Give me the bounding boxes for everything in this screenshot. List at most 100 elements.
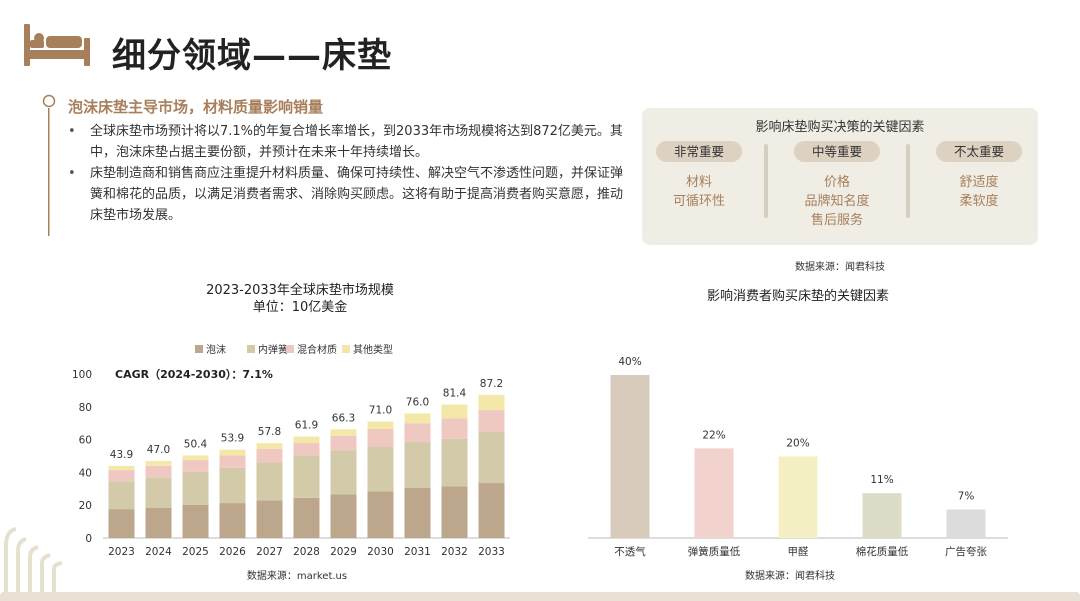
bar-segment xyxy=(478,410,505,432)
panel-source: 数据来源：闻君科技 xyxy=(795,262,885,273)
importance-pill-high: 非常重要 xyxy=(656,141,742,162)
timeline-line xyxy=(48,108,50,236)
total-label: 71.0 xyxy=(369,405,392,417)
bar-segment xyxy=(108,470,135,482)
bar-segment xyxy=(404,413,431,424)
bar-segment xyxy=(293,497,320,538)
legend-label: 混合材质 xyxy=(297,343,337,356)
bullet-item: 床垫制造商和销售商应注重提升材料质量、确保可持续性、解决空气不渗透性问题，并保证… xyxy=(68,163,628,226)
y-tick-label: 0 xyxy=(85,533,92,545)
column-divider xyxy=(764,144,768,218)
bar-segment xyxy=(441,418,468,439)
bullet-item: 全球床垫市场预计将以7.1%的年复合增长率增长，到2033年市场规模将达到872… xyxy=(68,121,628,163)
bar-segment xyxy=(441,404,468,419)
factor-item: 材料 xyxy=(685,175,712,190)
bar-segment xyxy=(404,423,431,443)
bar-segment xyxy=(367,421,394,429)
section-title: 泡沫床垫主导市场，材料质量影响销量 xyxy=(68,98,324,116)
x-tick-label: 2025 xyxy=(182,546,209,558)
x-tick-label: 2028 xyxy=(293,546,320,558)
bar-segment xyxy=(108,509,135,538)
total-label: 76.0 xyxy=(406,396,429,408)
x-tick-label: 甲醛 xyxy=(788,545,809,558)
bar-segment xyxy=(478,394,505,411)
bottom-band xyxy=(0,592,1080,601)
cagr-annotation: CAGR（2024-2030）：7.1% xyxy=(115,368,273,381)
bar-segment xyxy=(219,467,246,504)
y-tick-label: 60 xyxy=(79,435,92,447)
bar-segment xyxy=(256,500,283,538)
y-tick-label: 100 xyxy=(72,369,92,381)
x-tick-label: 2031 xyxy=(404,546,431,558)
bullet-list: 全球床垫市场预计将以7.1%的年复合增长率增长，到2033年市场规模将达到872… xyxy=(68,121,628,226)
panel-title: 影响床垫购买决策的关键因素 xyxy=(755,120,925,135)
bar-segment xyxy=(182,460,209,472)
bar-segment xyxy=(108,466,135,471)
bar-segment xyxy=(478,483,505,538)
chart-title: 2023-2033年全球床垫市场规模 xyxy=(206,282,394,298)
x-tick-label: 不透气 xyxy=(614,545,646,558)
bar-segment xyxy=(256,443,283,449)
bar xyxy=(694,448,734,538)
bar xyxy=(778,456,818,538)
x-tick-label: 棉花质量低 xyxy=(856,545,909,558)
legend-swatch xyxy=(286,345,294,353)
chart-source: 数据来源：闻君科技 xyxy=(745,569,835,582)
bar-segment xyxy=(441,438,468,487)
decision-factors-panel: 影响床垫购买决策的关键因素 非常重要 中等重要 不太重要 材料 可循环性 价格 … xyxy=(642,108,1038,245)
factor-item: 售后服务 xyxy=(810,213,863,228)
bar-segment xyxy=(145,477,172,508)
bar-segment xyxy=(330,450,357,495)
x-tick-label: 2029 xyxy=(330,546,357,558)
factor-item: 品牌知名度 xyxy=(804,194,870,209)
chart-title: 影响消费者购买床垫的关键因素 xyxy=(707,288,889,304)
importance-pill-low: 不太重要 xyxy=(936,141,1022,162)
factor-item: 价格 xyxy=(823,175,850,190)
y-tick-label: 40 xyxy=(79,467,92,479)
bar-segment xyxy=(330,494,357,538)
chart-subtitle: 单位：10亿美金 xyxy=(253,299,348,315)
y-tick-label: 80 xyxy=(79,402,92,414)
x-tick-label: 2032 xyxy=(441,546,468,558)
bar-segment xyxy=(108,481,135,510)
legend-label: 内弹簧 xyxy=(258,343,288,356)
value-label: 40% xyxy=(618,356,641,368)
importance-pill-medium: 中等重要 xyxy=(794,141,880,162)
total-label: 43.9 xyxy=(110,449,133,461)
bar-segment xyxy=(478,431,505,484)
x-tick-label: 弹簧质量低 xyxy=(688,545,741,558)
bed-icon xyxy=(24,24,90,66)
x-tick-label: 2033 xyxy=(478,546,505,558)
bar-segment xyxy=(293,455,320,498)
x-tick-label: 2027 xyxy=(256,546,283,558)
value-label: 11% xyxy=(870,474,893,486)
value-label: 7% xyxy=(958,490,975,502)
x-tick-label: 2023 xyxy=(108,546,135,558)
bar-segment xyxy=(145,465,172,478)
total-label: 50.4 xyxy=(184,438,208,450)
legend-swatch xyxy=(195,345,203,353)
bar-segment xyxy=(293,443,320,456)
chart-source: 数据来源：market.us xyxy=(247,569,347,582)
factor-item: 舒适度 xyxy=(959,175,999,190)
bar-segment xyxy=(330,435,357,451)
bar-segment xyxy=(367,446,394,492)
bar-segment xyxy=(441,486,468,538)
legend-swatch xyxy=(342,345,350,353)
bar-segment xyxy=(219,449,246,456)
bar-segment xyxy=(256,448,283,463)
bar-segment xyxy=(404,487,431,538)
x-tick-label: 2024 xyxy=(145,546,172,558)
y-tick-label: 20 xyxy=(79,500,92,512)
legend-label: 其他类型 xyxy=(353,343,393,356)
value-label: 20% xyxy=(786,438,809,450)
bar-segment xyxy=(182,504,209,538)
bar-segment xyxy=(330,429,357,436)
bar-segment xyxy=(182,455,209,461)
bar-segment xyxy=(404,442,431,488)
total-label: 81.4 xyxy=(443,388,467,400)
bar-segment xyxy=(293,436,320,444)
bar xyxy=(862,493,902,538)
